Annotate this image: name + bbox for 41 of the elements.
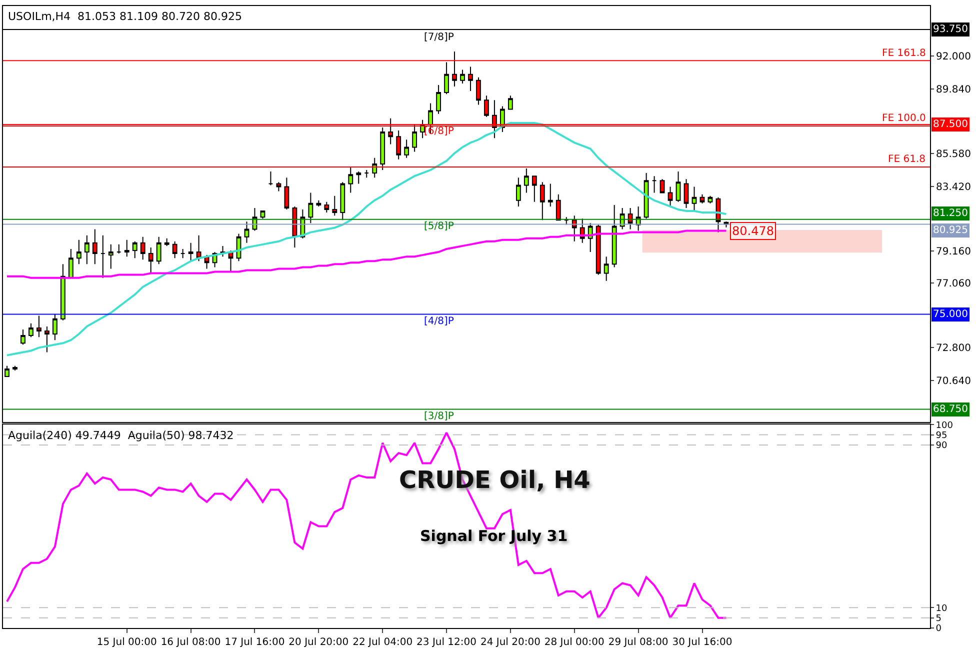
- x-tick-label: 22 Jul 04:00: [352, 637, 413, 648]
- x-tick-label: 20 Jul 20:00: [288, 637, 349, 648]
- annotation: [7/8]P: [424, 32, 454, 43]
- x-tick-label: 23 Jul 12:00: [416, 637, 477, 648]
- x-tick-label: 28 Jul 00:00: [544, 637, 604, 648]
- x-tick-label: 17 Jul 16:00: [224, 637, 285, 648]
- y-tick-label: 77.060: [936, 278, 971, 290]
- y-tick-label: 90: [936, 441, 948, 452]
- annotation: [5/8]P: [424, 221, 454, 232]
- annotation: USOILm,H4 81.053 81.109 80.720 80.925: [8, 10, 242, 23]
- y-tick-label: 72.800: [936, 343, 971, 354]
- y-tick-label: 79.160: [936, 246, 971, 258]
- annotation: FE 100.0: [882, 113, 926, 124]
- ref-line-label: 87.500: [933, 119, 968, 130]
- annotation: [6/8]P: [424, 126, 454, 137]
- y-tick-label: 5: [936, 614, 942, 624]
- ref-line-label: 75.000: [933, 309, 968, 320]
- y-tick-label: 0: [936, 624, 942, 634]
- y-tick-label: 10: [936, 604, 948, 614]
- annotation: Aguila(240) 49.7449 Aguila(50) 98.7432: [8, 429, 234, 442]
- ref-line-label: 80.925: [933, 225, 968, 236]
- y-tick-label: 89.840: [936, 84, 971, 96]
- annotation: [4/8]P: [424, 316, 454, 327]
- x-tick-label: 30 Jul 16:00: [672, 637, 732, 648]
- ref-line-label: 81.250: [933, 208, 968, 219]
- y-tick-label: 83.420: [936, 182, 971, 193]
- y-tick-label: 70.640: [936, 376, 971, 388]
- y-tick-label: 85.580: [936, 149, 971, 160]
- y-tick-label: 92.000: [936, 52, 971, 63]
- x-tick-label: 15 Jul 00:00: [96, 637, 157, 648]
- x-tick-label: 16 Jul 08:00: [160, 637, 221, 648]
- ref-line-label: 68.750: [933, 404, 968, 415]
- y-tick-label: 100: [936, 420, 954, 431]
- y-tick-label: 95: [936, 430, 948, 441]
- annotation: FE 161.8: [882, 48, 926, 59]
- annotation: 80.478: [732, 224, 774, 238]
- ref-line-label: 93.750: [933, 24, 968, 35]
- annotation: FE 61.8: [888, 154, 926, 165]
- annotation: [3/8]P: [424, 411, 454, 422]
- x-tick-label: 29 Jul 08:00: [608, 637, 668, 648]
- x-tick-label: 24 Jul 20:00: [480, 637, 540, 648]
